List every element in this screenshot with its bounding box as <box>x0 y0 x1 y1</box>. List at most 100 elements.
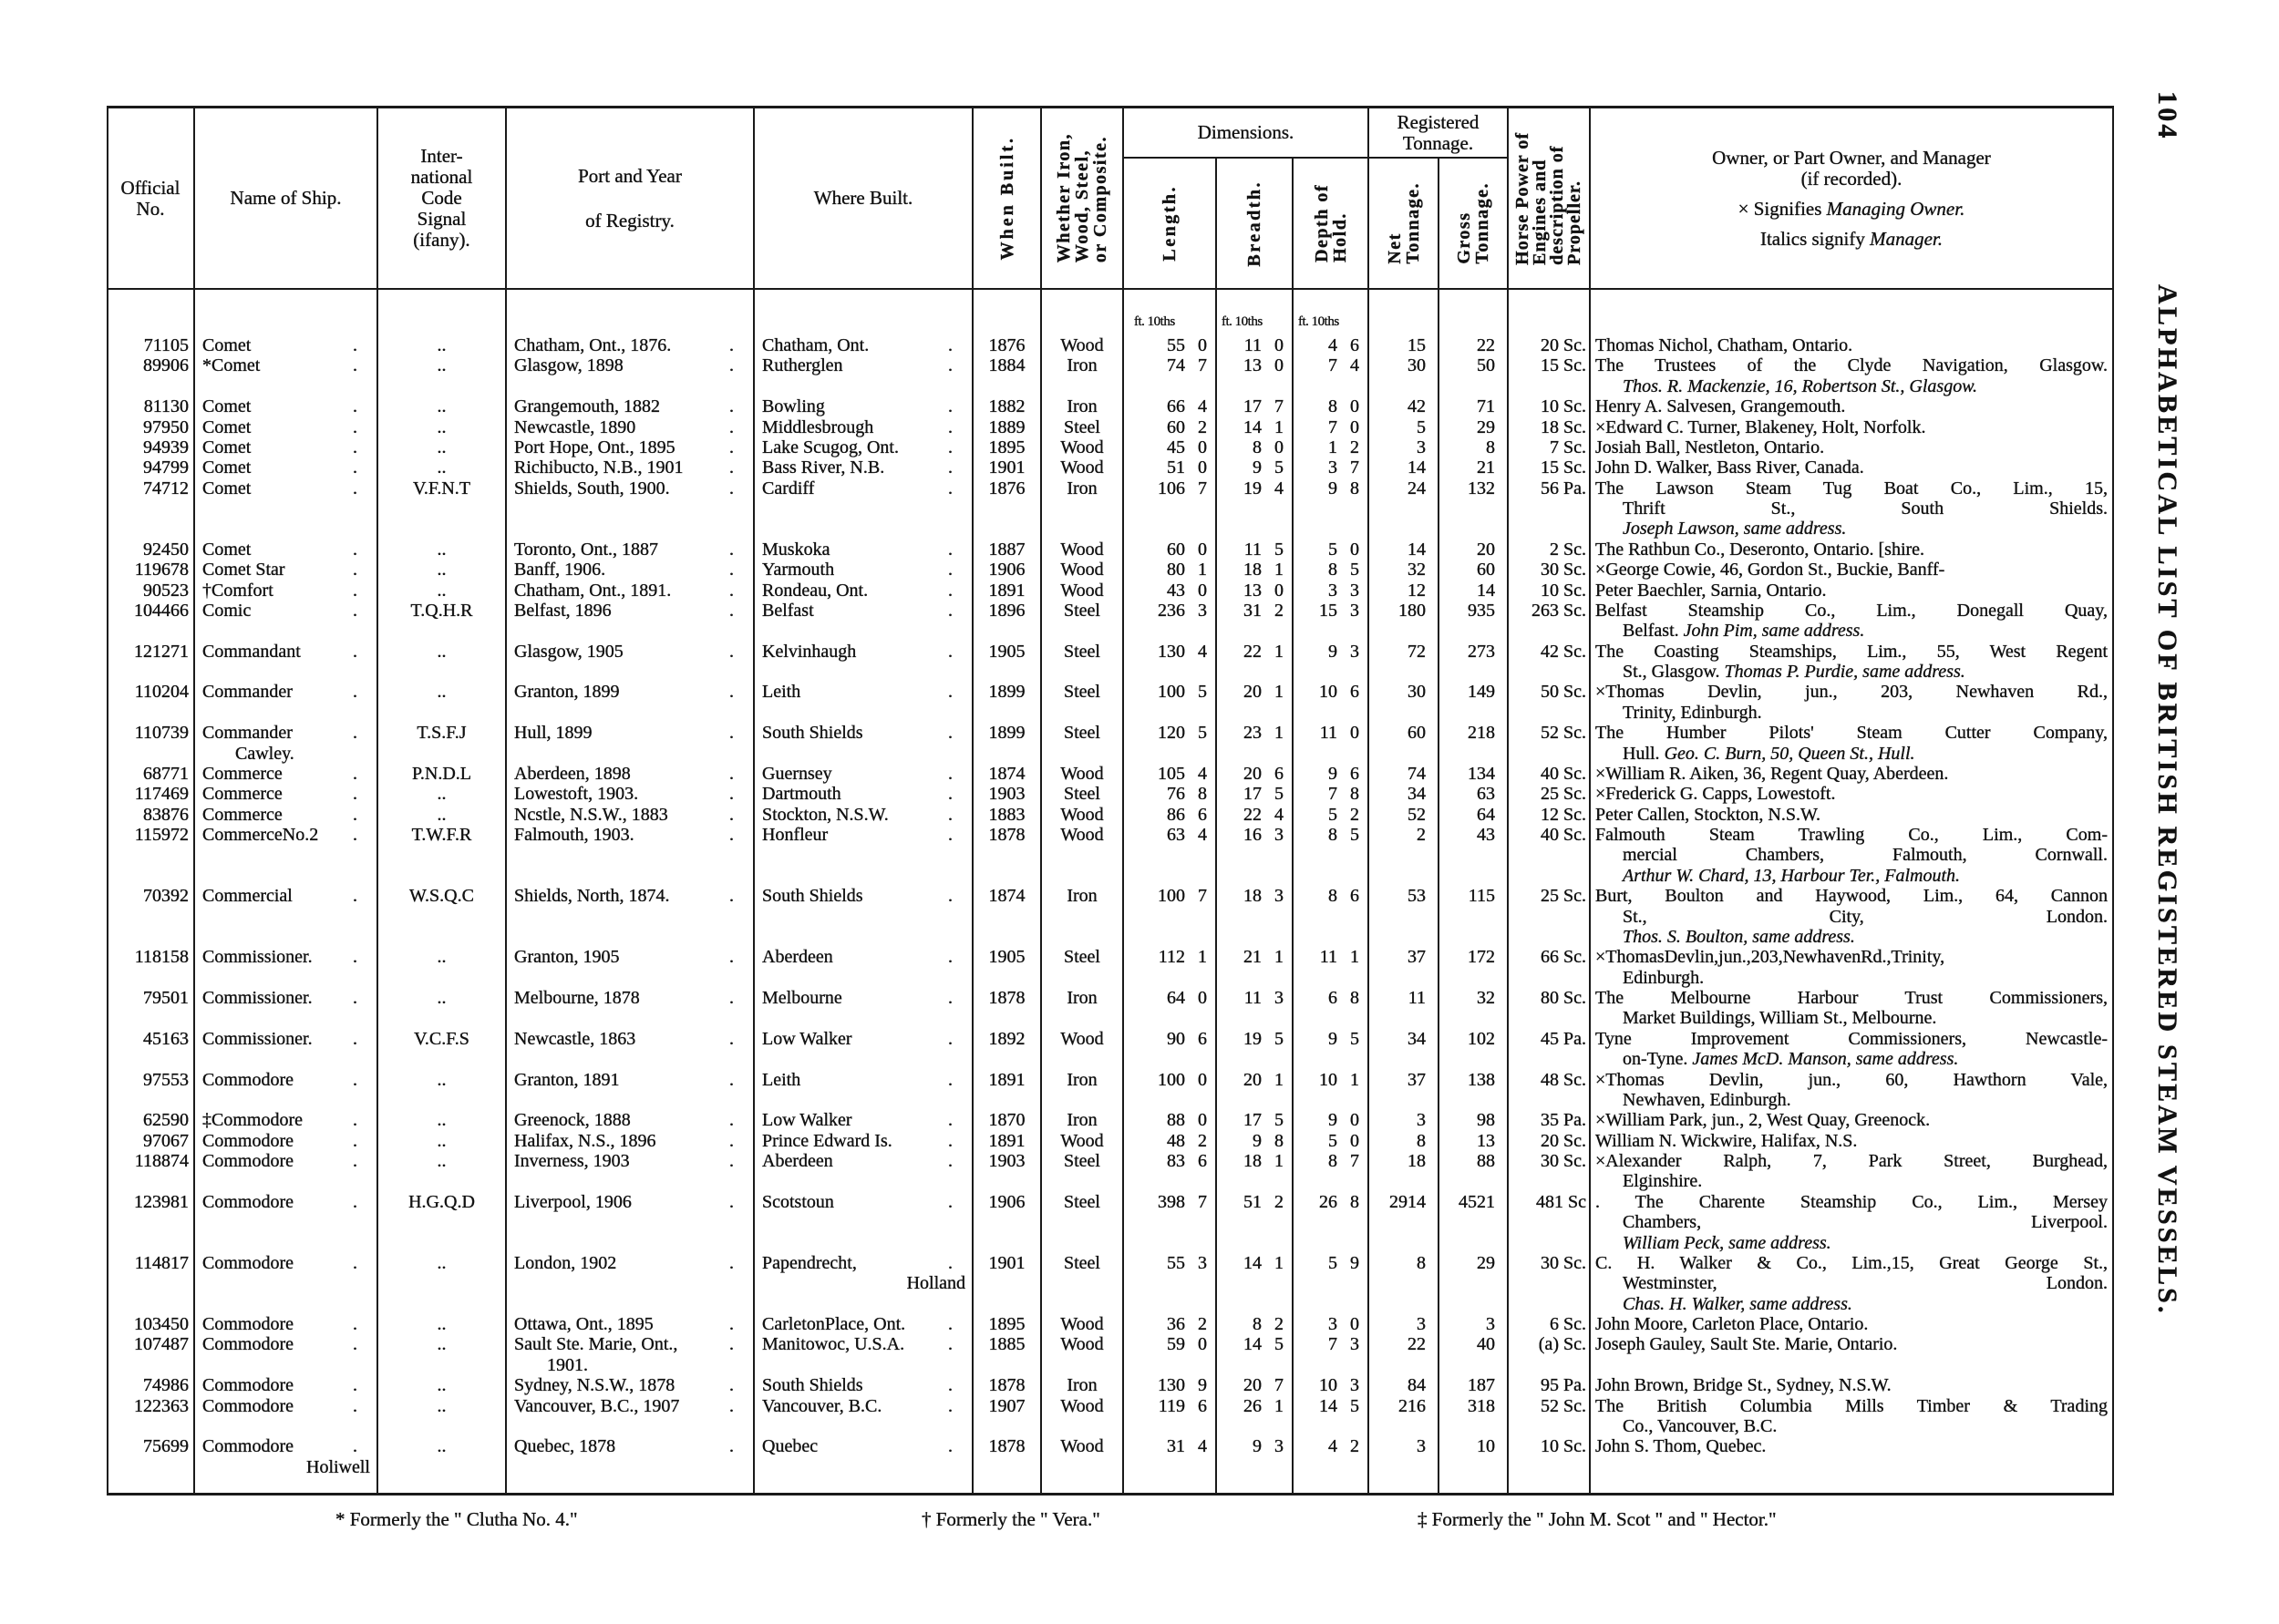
ship-name-text: Commerce <box>202 784 283 805</box>
ship-name: Commodore. <box>194 1070 377 1111</box>
length-feet: 60 <box>1167 416 1185 437</box>
table-row: 115972 CommerceNo.2. T.W.F.R Falmouth, 1903… <box>107 825 2113 886</box>
port-of-registry-line: Granton, 1899. <box>514 682 747 702</box>
breadth-cell: 11 0 <box>1216 335 1293 355</box>
length-feet: 59 <box>1167 1334 1185 1355</box>
dot-leader: . <box>948 1395 965 1416</box>
code-signal: .. <box>437 355 447 376</box>
port-of-registry: Grangemouth, 1882. <box>506 396 754 416</box>
horse-power: 18 Sc. <box>1541 416 1586 437</box>
owner-cell: . The Charente Steamship Co., Lim., Mers… <box>1590 1192 2113 1253</box>
where-built-line: Kelvinhaugh. <box>762 642 965 662</box>
when-built: 1884 <box>988 355 1026 376</box>
net-tonnage: 15 <box>1408 335 1426 355</box>
dot-leader: . <box>353 600 370 621</box>
where-built-line: Belfast. <box>762 601 965 621</box>
length-feet: 31 <box>1167 1436 1185 1457</box>
material: Wood <box>1060 825 1104 845</box>
port-of-registry-line: Ncstle, N.S.W., 1883. <box>514 805 747 825</box>
horse-power: 25 Sc. <box>1541 784 1586 805</box>
port-of-registry-text: Richibucto, N.B., 1901 <box>514 457 684 478</box>
dot-leader: . <box>948 1436 965 1457</box>
material: Iron <box>1067 886 1098 907</box>
length-tenths: 0 <box>1198 1334 1207 1355</box>
owner-line: Hull. Geo. C. Burn, 50, Queen St., Hull. <box>1595 743 2108 764</box>
table-row: 110204 Commander... Granton, 1899. Leith. 18… <box>107 682 2113 723</box>
column-rule <box>1367 106 1369 1496</box>
depth-tenths: 5 <box>1350 825 1359 845</box>
official-number: 74986 <box>143 1375 189 1396</box>
where-built-text: CarletonPlace, Ont. <box>762 1314 906 1334</box>
depth-feet: 9 <box>1328 641 1337 662</box>
header-text: Official <box>120 176 180 199</box>
where-built-line: Guernsey. <box>762 764 965 784</box>
header-text: Manager. <box>1870 227 1944 250</box>
ship-name-line: Commerce. <box>202 764 370 784</box>
depth-feet: 8 <box>1328 1151 1337 1171</box>
port-of-registry: Newcastle, 1863. <box>506 1029 754 1070</box>
ship-name-text: Commodore <box>202 1395 294 1416</box>
where-built-text: Stockton, N.S.W. <box>762 804 889 825</box>
breadth-feet: 14 <box>1243 416 1262 437</box>
ship-name-line: Commodore. <box>202 1375 370 1395</box>
length-feet: 112 <box>1158 947 1186 968</box>
owner-line: John Moore, Carleton Place, Ontario. <box>1595 1314 1869 1334</box>
breadth-tenths: 4 <box>1274 478 1284 499</box>
when-built: 1907 <box>988 1395 1026 1416</box>
where-built: Leith. <box>754 1070 973 1111</box>
where-built-text: South Shields <box>762 886 863 907</box>
port-of-registry-line: Granton, 1905. <box>514 947 747 967</box>
depth-cell: 10 1 <box>1293 1070 1368 1111</box>
header-name: Name of Ship. <box>194 108 377 288</box>
header-text: Dimensions. <box>1197 121 1294 143</box>
breadth-tenths: 0 <box>1274 335 1284 355</box>
depth-feet: 10 <box>1319 1375 1337 1396</box>
ship-name: Commodore. <box>194 1151 377 1192</box>
dot-leader: . <box>948 355 965 376</box>
owner-line: ×Alexander Ralph, 7, Park Street, Burghe… <box>1595 1151 2108 1171</box>
horse-power: 95 Pa. <box>1541 1375 1586 1396</box>
length-tenths: 2 <box>1198 1314 1207 1334</box>
footnote-dagger: † Formerly the " Vera." <box>922 1508 1100 1530</box>
ship-name: ‡Commodore. <box>194 1110 377 1130</box>
owner-cell: Tyne Improvement Commissioners, Newcastl… <box>1590 1029 2113 1070</box>
dot-leader: . <box>353 1191 370 1212</box>
depth-cell: 15 3 <box>1293 601 1368 642</box>
depth-tenths: 5 <box>1350 560 1359 581</box>
owner-line: ×ThomasDevlin,jun.,203,NewhavenRd.,Trini… <box>1595 947 1945 968</box>
length-cell: 100 5 <box>1123 682 1216 723</box>
port-of-registry-text: Grangemouth, 1882 <box>514 396 660 417</box>
port-of-registry: Sault Ste. Marie, Ont.,. 1901. <box>506 1334 754 1375</box>
units-label-breadth: ft. 10ths <box>1222 314 1263 329</box>
when-built: 1895 <box>988 437 1026 457</box>
horse-power: 10 Sc. <box>1541 1436 1586 1457</box>
port-of-registry-line: Grangemouth, 1882. <box>514 396 747 416</box>
code-signal: .. <box>437 641 447 662</box>
where-built: Low Walker. <box>754 1110 973 1130</box>
where-built: CarletonPlace, Ont.. <box>754 1314 973 1334</box>
gross-tonnage: 64 <box>1477 804 1495 825</box>
port-of-registry: Belfast, 1896. <box>506 601 754 642</box>
when-built: 1899 <box>988 682 1026 703</box>
header-official-no: Official No. <box>107 108 194 288</box>
length-feet: 76 <box>1167 784 1185 805</box>
column-rule <box>1507 106 1509 1496</box>
length-cell: 106 7 <box>1123 478 1216 540</box>
ship-name-line: Commodore. <box>202 1131 370 1151</box>
dot-leader: . <box>729 396 747 417</box>
dot-leader: . <box>729 1375 747 1396</box>
ship-name: Comet Star. <box>194 560 377 580</box>
where-built: Kelvinhaugh. <box>754 642 973 683</box>
ship-name-line: Commodore. <box>202 1151 370 1171</box>
dot-leader: . <box>948 1069 965 1090</box>
header-material: Whether Iron, Wood, Steel, or Composite. <box>1041 108 1123 288</box>
port-of-registry-line: Chatham, Ont., 1876.. <box>514 335 747 355</box>
port-of-registry-continuation: 1901. <box>547 1354 588 1375</box>
where-built-text: Leith <box>762 1069 801 1090</box>
gross-tonnage: 138 <box>1468 1069 1495 1090</box>
table-row: 114817 Commodore... London, 1902. Papendrec… <box>107 1253 2113 1314</box>
code-signal: .. <box>437 1130 447 1151</box>
depth-feet: 11 <box>1319 723 1338 744</box>
footnote-asterisk: * Formerly the " Clutha No. 4." <box>335 1508 578 1530</box>
